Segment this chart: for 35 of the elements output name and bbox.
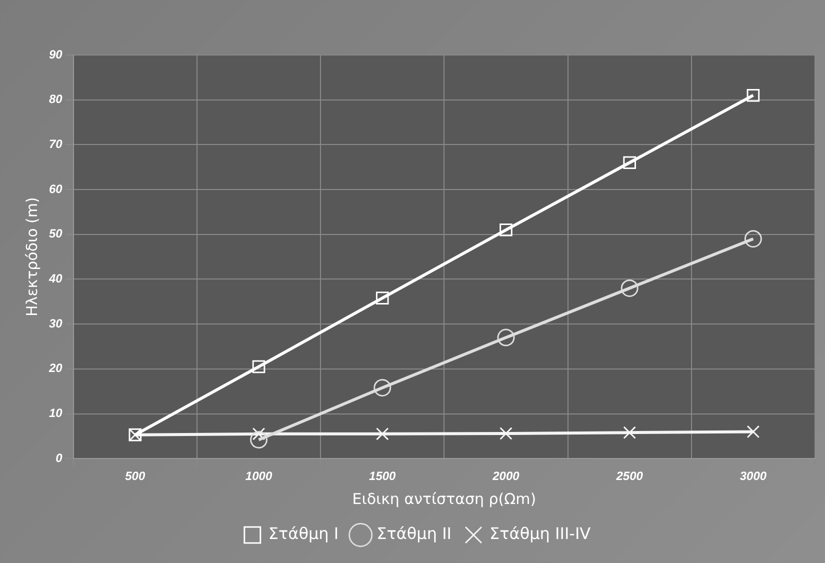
point (744, 230, 762, 248)
point (252, 360, 266, 374)
point (500, 223, 512, 236)
point (623, 426, 636, 439)
point (500, 427, 512, 440)
x-tick-label: 2000 (492, 469, 520, 484)
x-tick-label: 2500 (615, 469, 644, 484)
point (623, 156, 636, 170)
point (376, 428, 389, 440)
legend-label: Στάθμη ΙΙ (376, 524, 452, 544)
y-axis-title: Ηλεκτρόδιο (m) (22, 197, 41, 316)
x-axis-title: Ειδικη αντίσταση ρ(Ωm) (352, 490, 536, 508)
y-tick-label: 20 (48, 361, 63, 376)
point (376, 292, 389, 304)
y-tick-label: 30 (48, 316, 63, 330)
point (374, 378, 392, 396)
y-tick-label: 40 (48, 272, 63, 286)
y-tick-label: 60 (48, 182, 63, 196)
legend-label: Στάθμη Ι (268, 524, 339, 544)
point (746, 425, 760, 438)
point (746, 88, 760, 102)
y-tick-label: 70 (48, 137, 63, 151)
legend-label: Στάθμη ΙΙΙ-ΙV (490, 524, 591, 544)
x-tick-label: 3000 (740, 469, 767, 484)
y-tick-label: 50 (48, 226, 63, 241)
x-tick-label: 500 (125, 469, 146, 484)
x-tick-label: 1500 (369, 469, 396, 484)
point (497, 328, 515, 346)
y-tick-label: 90 (48, 47, 63, 62)
x-tick-label: 1000 (245, 469, 272, 484)
point (620, 279, 638, 297)
y-tick-label: 80 (48, 92, 63, 106)
y-tick-label: 0 (56, 450, 63, 465)
point (250, 431, 268, 449)
y-tick-label: 10 (48, 406, 63, 420)
